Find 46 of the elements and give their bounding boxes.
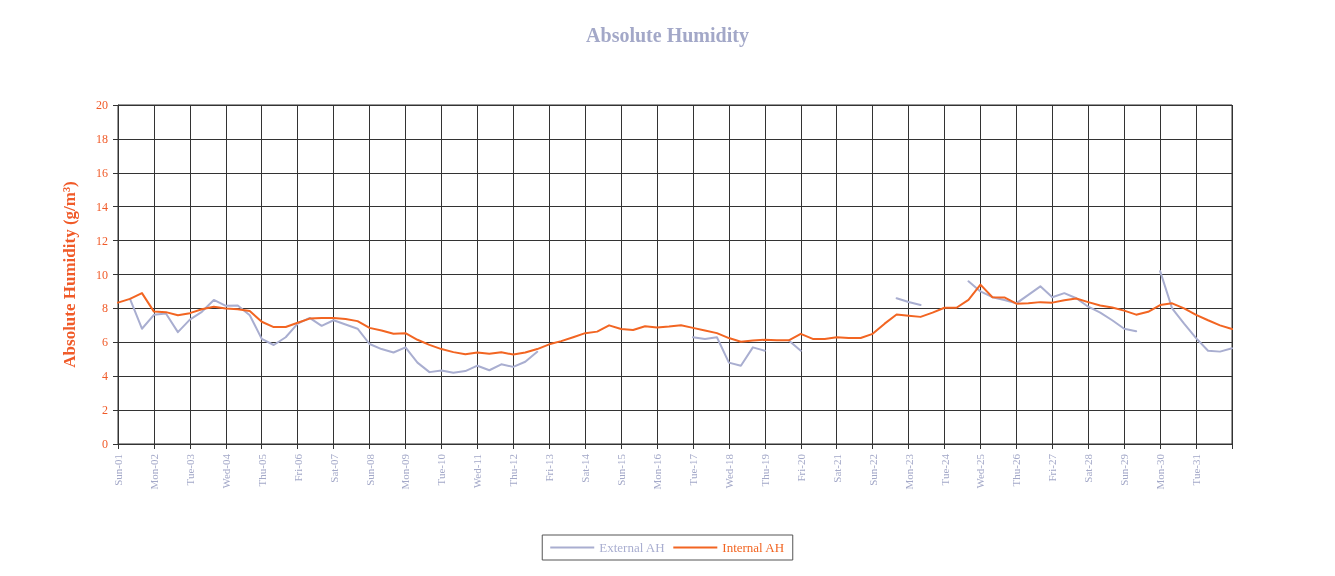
x-tick-label: Sat-14 bbox=[579, 453, 592, 483]
legend-label: External AH bbox=[599, 540, 665, 555]
y-tick-label: 20 bbox=[96, 98, 108, 112]
chart-title: Absolute Humidity bbox=[586, 24, 749, 47]
x-tick-label: Sun-01 bbox=[112, 454, 124, 486]
y-tick-label: 18 bbox=[96, 131, 108, 146]
x-tick-label: Sun-08 bbox=[363, 453, 376, 486]
x-tick-label: Wed-18 bbox=[722, 453, 735, 489]
x-tick-label: Mon-23 bbox=[902, 453, 915, 490]
x-tick-label: Wed-25 bbox=[974, 453, 987, 489]
y-tick-label: 8 bbox=[102, 301, 108, 316]
y-tick-label: 14 bbox=[96, 199, 108, 214]
x-tick-label: Fri-06 bbox=[291, 453, 304, 482]
x-tick-label: Thu-26 bbox=[1010, 453, 1023, 487]
x-tick-label: Wed-11 bbox=[471, 454, 484, 489]
x-tick-label: Tue-31 bbox=[1190, 454, 1203, 486]
y-tick-label: 10 bbox=[96, 267, 108, 282]
x-tick-label: Sat-07 bbox=[327, 453, 340, 483]
x-tick-label: Sat-21 bbox=[830, 454, 843, 483]
y-tick-label: 12 bbox=[96, 233, 108, 248]
x-tick-label: Thu-05 bbox=[255, 453, 268, 487]
x-tick-label: Wed-04 bbox=[219, 453, 232, 489]
x-tick-label: Tue-10 bbox=[435, 453, 448, 486]
x-tick-label: Mon-16 bbox=[651, 453, 664, 490]
x-tick-label: Fri-13 bbox=[543, 453, 556, 482]
x-tick-label: Sat-28 bbox=[1082, 453, 1095, 483]
y-tick-label: 0 bbox=[102, 437, 108, 451]
x-tick-label: Tue-24 bbox=[938, 453, 951, 486]
y-axis-title: Absolute Humidity (g/m³) bbox=[60, 181, 79, 368]
x-tick-label: Mon-30 bbox=[1154, 453, 1167, 490]
x-tick-label: Fri-20 bbox=[794, 453, 807, 482]
y-tick-label: 4 bbox=[102, 369, 108, 384]
x-tick-label: Mon-02 bbox=[147, 454, 160, 490]
x-tick-label: Fri-27 bbox=[1046, 453, 1059, 482]
x-tick-label: Tue-17 bbox=[686, 453, 699, 486]
x-tick-label: Mon-09 bbox=[399, 453, 412, 490]
x-tick-label: Tue-03 bbox=[183, 453, 196, 486]
y-tick-label: 16 bbox=[96, 165, 108, 180]
x-tick-label: Thu-19 bbox=[758, 453, 771, 487]
y-tick-label: 6 bbox=[102, 335, 108, 350]
x-tick-label: Thu-12 bbox=[507, 454, 520, 487]
y-tick-label: 2 bbox=[102, 403, 108, 418]
x-tick-label: Sun-29 bbox=[1118, 453, 1131, 486]
x-tick-label: Sun-22 bbox=[866, 454, 879, 486]
x-tick-label: Sun-15 bbox=[615, 453, 628, 486]
legend-label: Internal AH bbox=[722, 540, 785, 555]
